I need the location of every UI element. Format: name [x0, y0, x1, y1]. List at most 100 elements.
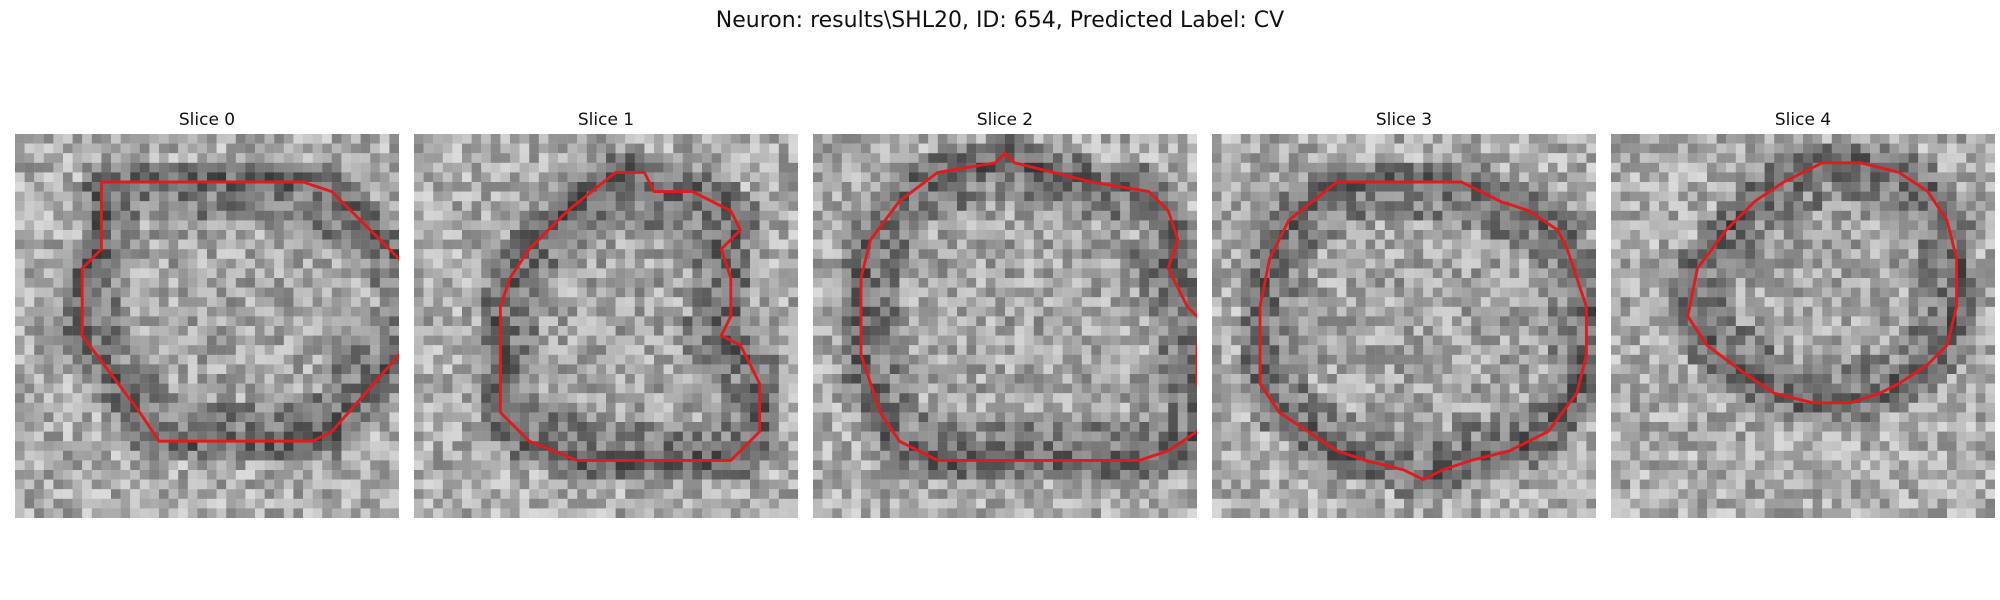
image-pixel [759, 239, 770, 250]
image-pixel [1279, 162, 1289, 173]
image-pixel [159, 374, 169, 384]
image-pixel [471, 278, 482, 288]
image-pixel [331, 364, 342, 375]
image-pixel [1091, 383, 1102, 394]
image-pixel [985, 354, 996, 365]
image-pixel [937, 498, 948, 509]
image-pixel [168, 460, 179, 471]
image-pixel [1158, 297, 1169, 307]
image-pixel [596, 278, 607, 288]
image-pixel [788, 354, 798, 365]
image-pixel [500, 431, 511, 442]
image-pixel [778, 383, 789, 394]
image-pixel [947, 143, 958, 154]
image-pixel [433, 441, 443, 451]
image-pixel [692, 239, 703, 250]
image-pixel [235, 364, 246, 375]
image-pixel [692, 220, 703, 231]
image-pixel [500, 374, 511, 384]
image-pixel [63, 268, 73, 279]
image-pixel [832, 239, 842, 250]
image-pixel [644, 383, 655, 394]
image-pixel [481, 354, 491, 365]
image-pixel [101, 345, 112, 355]
image-pixel [187, 191, 198, 202]
image-pixel [379, 335, 390, 346]
image-pixel [442, 249, 453, 259]
image-pixel [682, 287, 693, 298]
image-pixel [1005, 470, 1015, 480]
image-pixel [423, 268, 434, 279]
image-pixel [34, 278, 44, 288]
image-pixel [769, 162, 779, 173]
image-pixel [322, 364, 332, 375]
image-pixel [861, 470, 871, 480]
image-pixel [937, 297, 948, 307]
image-pixel [663, 393, 674, 403]
image-pixel [1187, 345, 1197, 355]
image-pixel [909, 470, 919, 480]
image-pixel [216, 402, 227, 413]
image-pixel [15, 345, 25, 355]
image-pixel [510, 479, 520, 490]
image-pixel [63, 412, 73, 423]
image-pixel [91, 450, 102, 461]
image-pixel [1014, 460, 1025, 471]
image-pixel [548, 422, 559, 432]
image-pixel [813, 450, 823, 461]
image-pixel [548, 268, 559, 279]
image-pixel [149, 316, 160, 327]
image-pixel [139, 450, 150, 461]
image-pixel [53, 489, 64, 499]
image-pixel [625, 220, 635, 231]
image-pixel [889, 489, 900, 499]
image-pixel [1158, 172, 1169, 183]
image-pixel [750, 287, 760, 298]
image-pixel [471, 220, 482, 231]
image-pixel [360, 364, 371, 375]
image-pixel [596, 143, 607, 154]
image-pixel [673, 489, 683, 499]
image-pixel [759, 393, 770, 403]
image-pixel [1187, 268, 1197, 279]
image-pixel [34, 239, 44, 250]
image-pixel [625, 383, 635, 394]
image-pixel [577, 364, 587, 375]
image-pixel [957, 460, 967, 471]
image-pixel [34, 191, 44, 202]
image-pixel [625, 182, 635, 192]
image-pixel [1101, 441, 1111, 451]
image-pixel [692, 422, 703, 432]
image-pixel [1279, 134, 1289, 144]
image-pixel [1110, 441, 1121, 451]
image-pixel [322, 258, 332, 269]
image-pixel [245, 172, 256, 183]
image-pixel [1014, 143, 1025, 154]
image-pixel [644, 210, 655, 221]
image-pixel [130, 191, 140, 202]
image-pixel [606, 470, 616, 480]
image-pixel [1081, 393, 1092, 403]
image-pixel [303, 239, 313, 250]
image-pixel [1548, 143, 1558, 154]
image-pixel [1490, 134, 1501, 144]
image-pixel [788, 162, 798, 173]
image-pixel [442, 383, 453, 394]
image-pixel [596, 239, 607, 250]
image-pixel [82, 134, 92, 144]
image-pixel [1432, 153, 1443, 163]
image-pixel [947, 441, 958, 451]
image-pixel [370, 191, 380, 202]
image-pixel [909, 364, 919, 375]
image-pixel [264, 489, 275, 499]
image-pixel [433, 268, 443, 279]
image-pixel [1081, 220, 1092, 231]
image-pixel [433, 239, 443, 250]
image-pixel [682, 508, 693, 518]
image-pixel [63, 220, 73, 231]
image-pixel [1129, 287, 1140, 298]
image-pixel [880, 306, 890, 317]
image-pixel [312, 297, 323, 307]
image-pixel [937, 422, 948, 432]
image-pixel [1177, 230, 1188, 240]
